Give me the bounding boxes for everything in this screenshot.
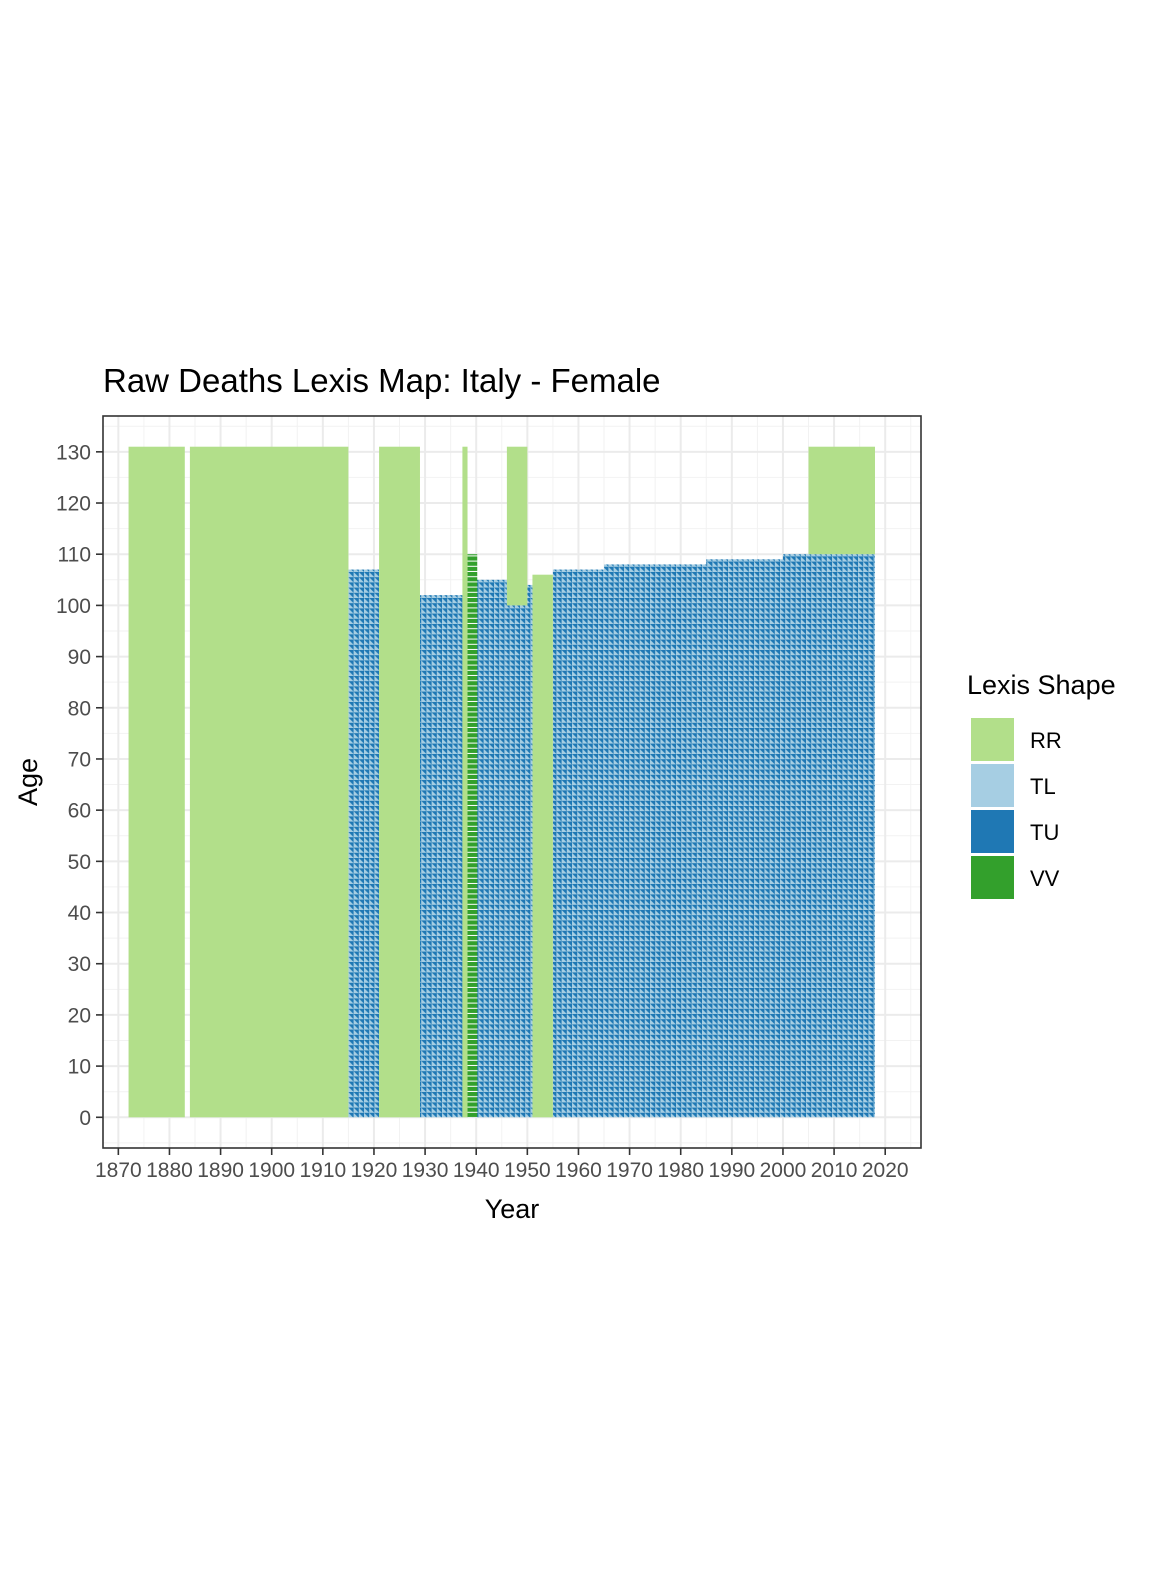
legend-swatch xyxy=(971,856,1014,899)
y-tick-label: 110 xyxy=(58,544,91,567)
y-tick-label: 0 xyxy=(79,1107,91,1130)
y-tick-label: 40 xyxy=(68,902,91,925)
x-tick-label: 1880 xyxy=(146,1159,193,1182)
rr-block xyxy=(808,446,875,555)
data-marks xyxy=(128,446,875,1118)
triangle-block xyxy=(706,559,783,1118)
y-tick-label: 80 xyxy=(68,697,91,720)
y-tick-label: 120 xyxy=(56,493,91,516)
y-tick-label: 10 xyxy=(68,1056,91,1079)
triangle-block xyxy=(808,554,875,1118)
x-tick-label: 1870 xyxy=(95,1159,142,1182)
y-tick-label: 50 xyxy=(68,851,91,874)
y-tick-label: 90 xyxy=(68,646,91,669)
y-axis-label: Age xyxy=(13,758,43,806)
rr-block xyxy=(532,574,553,1118)
x-tick-label: 1980 xyxy=(657,1159,704,1182)
triangle-block xyxy=(782,554,809,1118)
x-tick-label: 2020 xyxy=(862,1159,909,1182)
legend-swatch xyxy=(971,764,1014,807)
rr-block xyxy=(128,446,185,1118)
rr-block xyxy=(189,446,349,1118)
x-tick-label: 1920 xyxy=(351,1159,398,1182)
rr-block xyxy=(506,446,528,606)
x-tick-label: 2000 xyxy=(760,1159,807,1182)
legend-label: TU xyxy=(1030,820,1059,845)
triangle-block xyxy=(604,564,707,1118)
legend-title: Lexis Shape xyxy=(967,670,1116,700)
y-tick-label: 60 xyxy=(68,800,91,823)
triangle-block xyxy=(527,584,533,1118)
x-tick-label: 1910 xyxy=(299,1159,346,1182)
y-tick-label: 70 xyxy=(68,748,91,771)
rr-block xyxy=(462,446,468,1118)
plot-panel-border xyxy=(102,415,922,1149)
triangle-block xyxy=(552,569,605,1118)
x-tick-label: 1890 xyxy=(197,1159,244,1182)
y-axis: 0 10 20 30 40 50 60 70 80 90 100 110 120 130 xyxy=(56,441,103,1130)
x-axis: 1870 1880 1890 1900 1910 1920 1930 1940 1950 1960… xyxy=(95,1148,909,1182)
x-axis-label: Year xyxy=(485,1194,540,1224)
legend-swatch xyxy=(971,810,1014,853)
legend-label: RR xyxy=(1030,728,1062,753)
legend-swatch xyxy=(971,718,1014,761)
x-tick-label: 2010 xyxy=(811,1159,858,1182)
y-tick-label: 100 xyxy=(56,595,91,618)
rr-block xyxy=(379,446,420,1118)
triangle-block xyxy=(348,569,380,1118)
x-tick-label: 1950 xyxy=(504,1159,551,1182)
y-tick-label: 130 xyxy=(56,441,91,464)
legend: Lexis Shape RR TL TU VV xyxy=(967,670,1116,899)
y-tick-label: 30 xyxy=(68,953,91,976)
x-tick-label: 1990 xyxy=(708,1159,755,1182)
legend-label: TL xyxy=(1030,774,1056,799)
chart-title: Raw Deaths Lexis Map: Italy - Female xyxy=(103,362,661,399)
triangle-block xyxy=(506,605,528,1118)
x-tick-label: 1940 xyxy=(453,1159,500,1182)
vv-column xyxy=(467,554,478,1118)
x-tick-label: 1970 xyxy=(606,1159,653,1182)
x-tick-label: 1930 xyxy=(402,1159,449,1182)
x-tick-label: 1960 xyxy=(555,1159,602,1182)
y-tick-label: 20 xyxy=(68,1004,91,1027)
legend-label: VV xyxy=(1030,866,1060,891)
triangle-block xyxy=(419,595,463,1118)
x-tick-label: 1900 xyxy=(248,1159,295,1182)
